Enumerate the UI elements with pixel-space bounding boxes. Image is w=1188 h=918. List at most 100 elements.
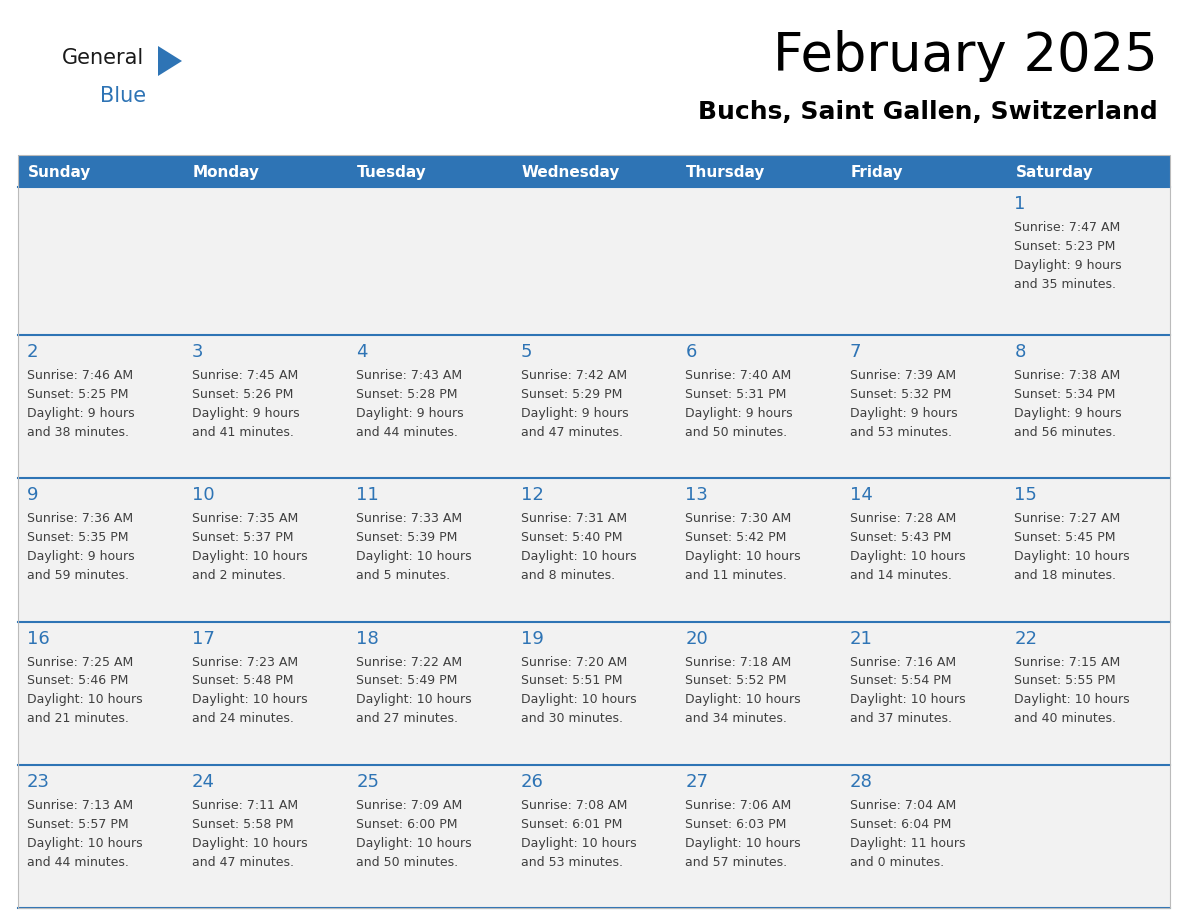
Text: and 44 minutes.: and 44 minutes. bbox=[356, 426, 459, 439]
Text: Daylight: 9 hours: Daylight: 9 hours bbox=[191, 407, 299, 420]
Text: 16: 16 bbox=[27, 630, 50, 647]
Bar bbox=[18, 478, 183, 621]
Text: and 18 minutes.: and 18 minutes. bbox=[1015, 569, 1117, 582]
Text: Sunset: 5:32 PM: Sunset: 5:32 PM bbox=[849, 388, 952, 401]
Text: Daylight: 10 hours: Daylight: 10 hours bbox=[356, 550, 472, 564]
Text: and 8 minutes.: and 8 minutes. bbox=[520, 569, 615, 582]
Text: Sunrise: 7:36 AM: Sunrise: 7:36 AM bbox=[27, 512, 133, 525]
Text: Sunrise: 7:33 AM: Sunrise: 7:33 AM bbox=[356, 512, 462, 525]
Bar bbox=[183, 478, 347, 621]
Text: 5: 5 bbox=[520, 343, 532, 361]
Bar bbox=[183, 335, 347, 478]
Text: Sunset: 5:29 PM: Sunset: 5:29 PM bbox=[520, 388, 623, 401]
Text: and 40 minutes.: and 40 minutes. bbox=[1015, 712, 1117, 725]
Text: Daylight: 10 hours: Daylight: 10 hours bbox=[685, 693, 801, 707]
Text: Wednesday: Wednesday bbox=[522, 164, 620, 180]
Text: and 5 minutes.: and 5 minutes. bbox=[356, 569, 450, 582]
Text: Daylight: 11 hours: Daylight: 11 hours bbox=[849, 836, 966, 850]
Bar bbox=[183, 187, 347, 335]
Bar bbox=[841, 478, 1005, 621]
Bar bbox=[347, 335, 512, 478]
Text: Sunset: 5:58 PM: Sunset: 5:58 PM bbox=[191, 818, 293, 831]
Text: 26: 26 bbox=[520, 773, 544, 790]
Bar bbox=[18, 765, 183, 908]
Text: Daylight: 10 hours: Daylight: 10 hours bbox=[27, 836, 143, 850]
Bar bbox=[676, 478, 841, 621]
Bar bbox=[512, 478, 676, 621]
Text: Daylight: 9 hours: Daylight: 9 hours bbox=[1015, 407, 1121, 420]
Text: and 53 minutes.: and 53 minutes. bbox=[520, 856, 623, 868]
Text: 8: 8 bbox=[1015, 343, 1025, 361]
Text: and 41 minutes.: and 41 minutes. bbox=[191, 426, 293, 439]
Text: and 56 minutes.: and 56 minutes. bbox=[1015, 426, 1117, 439]
Text: 14: 14 bbox=[849, 487, 873, 504]
Text: 21: 21 bbox=[849, 630, 873, 647]
Bar bbox=[676, 155, 841, 187]
Text: Sunset: 5:52 PM: Sunset: 5:52 PM bbox=[685, 675, 786, 688]
Text: Thursday: Thursday bbox=[687, 164, 765, 180]
Text: Sunrise: 7:11 AM: Sunrise: 7:11 AM bbox=[191, 799, 298, 812]
Text: Daylight: 10 hours: Daylight: 10 hours bbox=[520, 693, 637, 707]
Text: Sunset: 6:00 PM: Sunset: 6:00 PM bbox=[356, 818, 457, 831]
Text: Sunrise: 7:46 AM: Sunrise: 7:46 AM bbox=[27, 369, 133, 382]
Text: Daylight: 10 hours: Daylight: 10 hours bbox=[849, 693, 966, 707]
Text: 18: 18 bbox=[356, 630, 379, 647]
Text: Daylight: 10 hours: Daylight: 10 hours bbox=[1015, 550, 1130, 564]
Text: Sunset: 5:48 PM: Sunset: 5:48 PM bbox=[191, 675, 293, 688]
Text: 19: 19 bbox=[520, 630, 544, 647]
Text: Sunset: 5:57 PM: Sunset: 5:57 PM bbox=[27, 818, 128, 831]
Bar bbox=[1005, 621, 1170, 765]
Text: and 44 minutes.: and 44 minutes. bbox=[27, 856, 128, 868]
Text: Sunday: Sunday bbox=[29, 164, 91, 180]
Bar bbox=[512, 765, 676, 908]
Text: Sunset: 6:04 PM: Sunset: 6:04 PM bbox=[849, 818, 952, 831]
Bar bbox=[512, 155, 676, 187]
Bar bbox=[841, 621, 1005, 765]
Bar bbox=[676, 621, 841, 765]
Text: 25: 25 bbox=[356, 773, 379, 790]
Bar bbox=[18, 621, 183, 765]
Text: Sunset: 5:43 PM: Sunset: 5:43 PM bbox=[849, 532, 952, 544]
Text: 24: 24 bbox=[191, 773, 215, 790]
Bar bbox=[841, 155, 1005, 187]
Text: Daylight: 10 hours: Daylight: 10 hours bbox=[1015, 693, 1130, 707]
Text: and 47 minutes.: and 47 minutes. bbox=[191, 856, 293, 868]
Bar bbox=[347, 155, 512, 187]
Text: Sunset: 5:39 PM: Sunset: 5:39 PM bbox=[356, 532, 457, 544]
Text: and 50 minutes.: and 50 minutes. bbox=[685, 426, 788, 439]
Text: and 0 minutes.: and 0 minutes. bbox=[849, 856, 944, 868]
Text: Daylight: 10 hours: Daylight: 10 hours bbox=[685, 550, 801, 564]
Bar bbox=[18, 155, 183, 187]
Text: Sunrise: 7:15 AM: Sunrise: 7:15 AM bbox=[1015, 655, 1120, 668]
Text: Sunset: 5:55 PM: Sunset: 5:55 PM bbox=[1015, 675, 1116, 688]
Text: Sunrise: 7:27 AM: Sunrise: 7:27 AM bbox=[1015, 512, 1120, 525]
Text: Daylight: 9 hours: Daylight: 9 hours bbox=[1015, 259, 1121, 272]
Text: and 11 minutes.: and 11 minutes. bbox=[685, 569, 788, 582]
Text: and 35 minutes.: and 35 minutes. bbox=[1015, 278, 1117, 291]
Text: Daylight: 10 hours: Daylight: 10 hours bbox=[191, 836, 308, 850]
Text: 4: 4 bbox=[356, 343, 367, 361]
Text: Daylight: 9 hours: Daylight: 9 hours bbox=[685, 407, 792, 420]
Text: Sunrise: 7:28 AM: Sunrise: 7:28 AM bbox=[849, 512, 956, 525]
Text: Sunset: 5:34 PM: Sunset: 5:34 PM bbox=[1015, 388, 1116, 401]
Bar bbox=[512, 335, 676, 478]
Text: 6: 6 bbox=[685, 343, 696, 361]
Text: Sunrise: 7:25 AM: Sunrise: 7:25 AM bbox=[27, 655, 133, 668]
Bar bbox=[841, 187, 1005, 335]
Text: Sunset: 5:31 PM: Sunset: 5:31 PM bbox=[685, 388, 786, 401]
Text: Sunrise: 7:30 AM: Sunrise: 7:30 AM bbox=[685, 512, 791, 525]
Text: 17: 17 bbox=[191, 630, 215, 647]
Text: and 34 minutes.: and 34 minutes. bbox=[685, 712, 788, 725]
Text: and 53 minutes.: and 53 minutes. bbox=[849, 426, 952, 439]
Text: Sunrise: 7:09 AM: Sunrise: 7:09 AM bbox=[356, 799, 462, 812]
Text: and 47 minutes.: and 47 minutes. bbox=[520, 426, 623, 439]
Text: 20: 20 bbox=[685, 630, 708, 647]
Bar bbox=[1005, 155, 1170, 187]
Text: Sunrise: 7:08 AM: Sunrise: 7:08 AM bbox=[520, 799, 627, 812]
Text: Daylight: 10 hours: Daylight: 10 hours bbox=[356, 693, 472, 707]
Text: Sunset: 5:45 PM: Sunset: 5:45 PM bbox=[1015, 532, 1116, 544]
Text: Sunrise: 7:13 AM: Sunrise: 7:13 AM bbox=[27, 799, 133, 812]
Text: General: General bbox=[62, 48, 144, 68]
Bar bbox=[512, 187, 676, 335]
Text: Sunrise: 7:42 AM: Sunrise: 7:42 AM bbox=[520, 369, 627, 382]
